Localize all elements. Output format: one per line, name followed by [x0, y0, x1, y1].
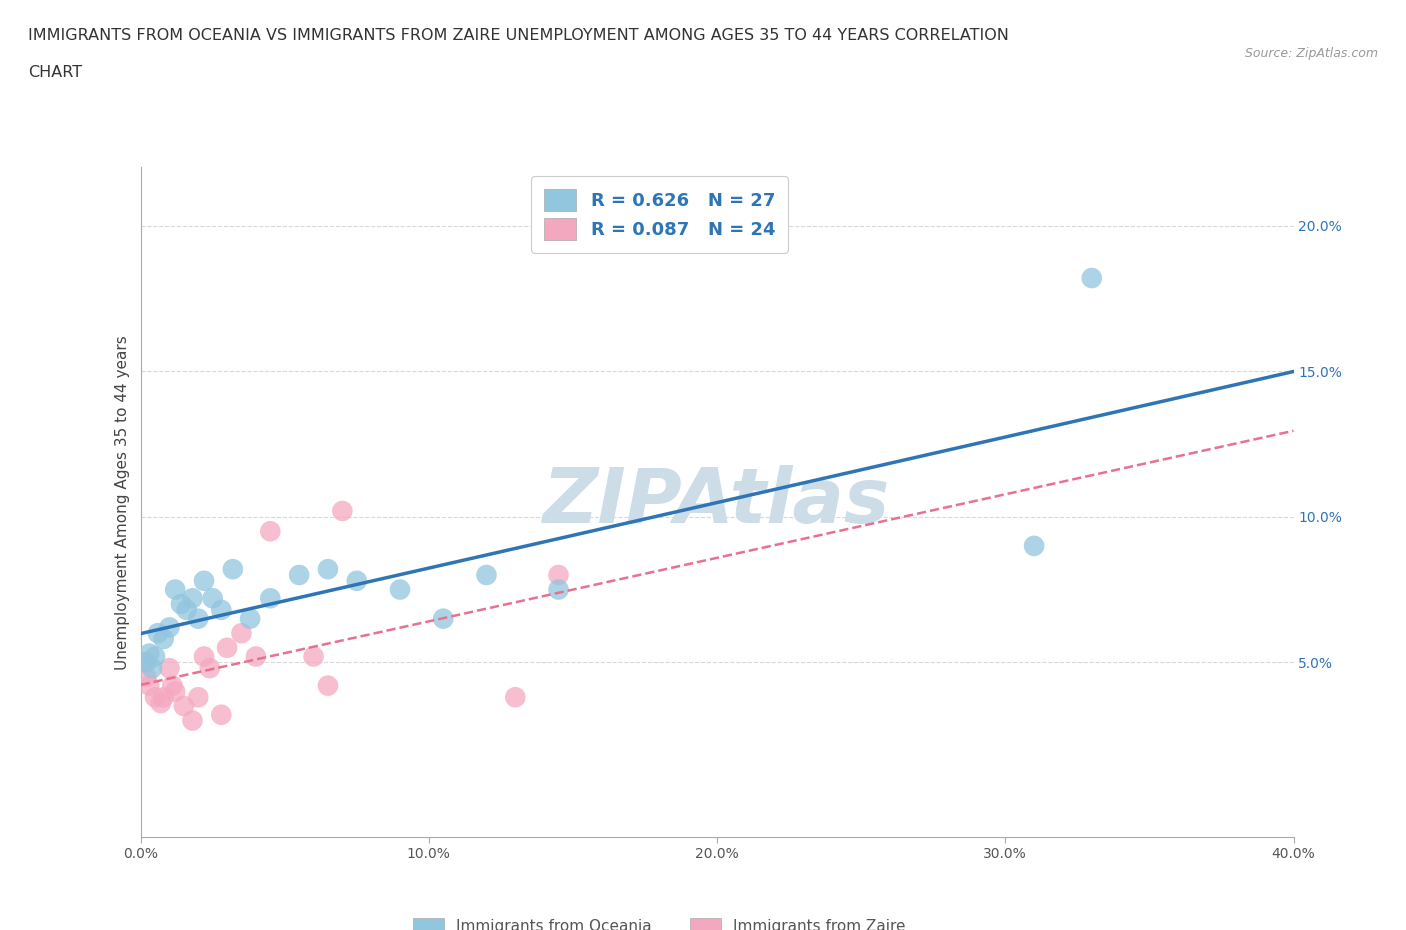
Point: [176, 603, 198, 618]
Point: [547, 582, 569, 597]
Point: [146, 626, 169, 641]
Legend: Immigrants from Oceania, Immigrants from Zaire: Immigrants from Oceania, Immigrants from…: [408, 911, 911, 930]
Point: [209, 603, 232, 618]
Point: [475, 567, 498, 582]
Point: [143, 690, 166, 705]
Point: [245, 649, 267, 664]
Point: [259, 524, 281, 538]
Point: [503, 690, 526, 705]
Y-axis label: Unemployment Among Ages 35 to 44 years: Unemployment Among Ages 35 to 44 years: [115, 335, 131, 670]
Point: [152, 690, 174, 705]
Point: [547, 567, 569, 582]
Point: [149, 696, 172, 711]
Point: [288, 567, 311, 582]
Point: [302, 649, 325, 664]
Point: [193, 649, 215, 664]
Point: [217, 641, 239, 656]
Point: [209, 708, 232, 723]
Point: [181, 591, 204, 605]
Point: [1081, 271, 1104, 286]
Point: [432, 611, 454, 626]
Point: [165, 684, 187, 698]
Point: [332, 503, 354, 518]
Point: [138, 678, 160, 693]
Point: [193, 574, 215, 589]
Text: Source: ZipAtlas.com: Source: ZipAtlas.com: [1244, 46, 1378, 60]
Point: [162, 678, 184, 693]
Point: [239, 611, 262, 626]
Point: [198, 660, 221, 675]
Point: [159, 660, 180, 675]
Point: [165, 582, 187, 597]
Point: [132, 655, 155, 670]
Point: [346, 574, 368, 589]
Point: [259, 591, 281, 605]
Point: [173, 698, 195, 713]
Point: [135, 670, 157, 684]
Point: [1024, 538, 1046, 553]
Point: [187, 690, 209, 705]
Point: [316, 678, 339, 693]
Text: CHART: CHART: [28, 65, 82, 80]
Point: [138, 646, 160, 661]
Text: ZIPAtlas: ZIPAtlas: [543, 465, 891, 539]
Text: IMMIGRANTS FROM OCEANIA VS IMMIGRANTS FROM ZAIRE UNEMPLOYMENT AMONG AGES 35 TO 4: IMMIGRANTS FROM OCEANIA VS IMMIGRANTS FR…: [28, 28, 1010, 43]
Point: [141, 660, 163, 675]
Point: [152, 631, 174, 646]
Point: [170, 597, 193, 612]
Point: [143, 649, 166, 664]
Point: [201, 591, 224, 605]
Point: [222, 562, 245, 577]
Point: [159, 620, 180, 635]
Point: [388, 582, 411, 597]
Point: [316, 562, 339, 577]
Point: [231, 626, 253, 641]
Point: [181, 713, 204, 728]
Point: [187, 611, 209, 626]
Point: [135, 655, 157, 670]
